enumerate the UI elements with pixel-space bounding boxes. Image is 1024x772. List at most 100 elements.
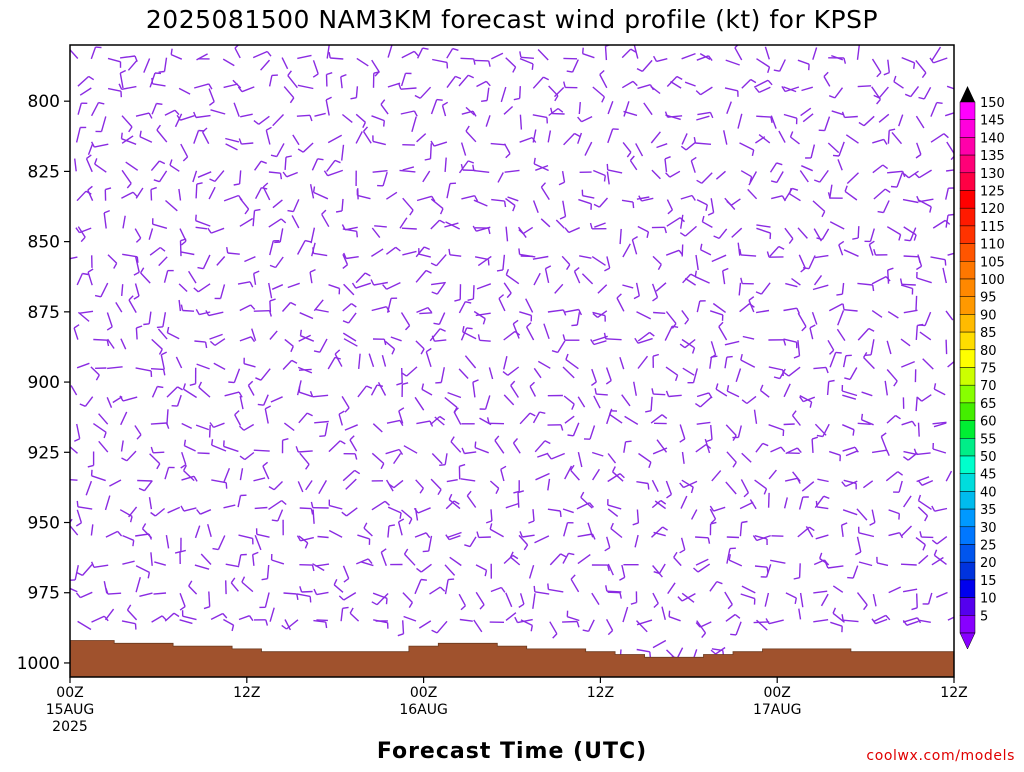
wind-barb-flag [795, 598, 796, 604]
wind-barb [843, 510, 857, 515]
wind-barb-flag [501, 588, 505, 593]
wind-barb-flag [784, 373, 789, 377]
wind-barb [506, 504, 519, 508]
colorbar-label: 90 [980, 308, 997, 323]
wind-barb-flag [766, 618, 769, 623]
wind-barb [322, 214, 329, 226]
wind-barb [741, 360, 755, 367]
wind-barb-flag [310, 270, 315, 273]
wind-barb [417, 196, 432, 200]
wind-barb-flag [836, 352, 842, 353]
wind-barb-flag [914, 63, 915, 69]
wind-barb [845, 117, 858, 118]
wind-barb [879, 114, 889, 122]
wind-barb-flag [874, 249, 876, 255]
wind-barb [830, 622, 842, 626]
wind-barb [711, 425, 712, 440]
wind-barb [122, 87, 137, 90]
wind-barb-flag [708, 213, 714, 216]
credit-link[interactable]: coolwx.com/models [866, 748, 1015, 764]
wind-barb [924, 87, 930, 99]
wind-barb-flag [440, 417, 445, 420]
wind-barb [550, 622, 557, 634]
wind-barb [495, 441, 504, 454]
wind-barb [598, 285, 607, 294]
wind-barb-flag [634, 41, 639, 44]
wind-barb [712, 255, 726, 261]
wind-barb [739, 283, 740, 296]
wind-barb-flag [654, 603, 658, 607]
wind-barb [594, 223, 605, 227]
wind-barb [802, 482, 814, 491]
wind-barb-flag [505, 201, 506, 207]
wind-barb-flag [255, 378, 261, 380]
colorbar-label: 20 [980, 556, 997, 571]
wind-barb [467, 496, 475, 508]
wind-barb [422, 389, 432, 395]
wind-barb [388, 526, 389, 538]
wind-barb [637, 312, 651, 319]
wind-barb [196, 425, 209, 430]
wind-barb [170, 165, 179, 171]
wind-barb-flag [467, 491, 471, 496]
wind-barb [847, 173, 858, 184]
wind-barb [326, 100, 329, 116]
wind-barb [136, 188, 143, 198]
wind-barb [297, 115, 310, 116]
wind-barb [387, 283, 401, 290]
wind-barb [288, 76, 298, 88]
wind-barb [198, 284, 210, 292]
wind-barb-flag [513, 67, 516, 72]
wind-barb [535, 441, 545, 452]
wind-barb-flag [610, 409, 612, 415]
wind-barb-flag [602, 97, 605, 102]
wind-barb [265, 409, 268, 424]
wind-barb [533, 593, 535, 609]
wind-barb [578, 555, 590, 564]
wind-barb-flag [467, 328, 473, 329]
colorbar-swatch [960, 350, 975, 368]
wind-barb-flag [855, 552, 860, 555]
wind-barb [372, 228, 380, 238]
wind-barb-flag [711, 650, 716, 654]
wind-barb [685, 226, 696, 236]
wind-barb-flag [76, 523, 81, 526]
wind-barb [593, 87, 605, 97]
wind-barb [231, 583, 238, 592]
wind-barb-flag [717, 582, 723, 584]
wind-barb [754, 622, 770, 623]
wind-barb [224, 468, 229, 481]
wind-barb [447, 480, 458, 482]
wind-barb [149, 228, 152, 239]
wind-barb-flag [77, 573, 82, 576]
wind-barb [799, 255, 805, 268]
wind-barb [916, 296, 917, 311]
wind-barb [358, 386, 367, 397]
wind-barb [285, 339, 294, 346]
wind-barb [755, 566, 767, 567]
wind-barb [638, 227, 649, 232]
wind-barb-flag [431, 263, 436, 266]
wind-barb-flag [392, 349, 395, 354]
wind-barb-flag [426, 349, 431, 352]
wind-barb [803, 114, 813, 122]
wind-barb [564, 523, 568, 537]
wind-barb [937, 537, 947, 544]
wind-barb [341, 608, 343, 621]
wind-barb-flag [345, 408, 349, 412]
wind-barb [356, 283, 371, 288]
wind-barb [196, 184, 197, 198]
wind-barb-flag [95, 158, 97, 164]
wind-barb [255, 535, 261, 550]
wind-barb [89, 144, 93, 154]
wind-barb-flag [381, 464, 384, 469]
wind-barb-flag [733, 462, 736, 467]
wind-barb [869, 245, 873, 256]
wind-barb [872, 510, 875, 523]
wind-barb [874, 189, 885, 199]
wind-barb [293, 135, 299, 145]
wind-barb [770, 560, 785, 563]
wind-barb [420, 87, 430, 98]
wind-barb-flag [461, 606, 465, 610]
wind-barb [903, 589, 917, 592]
